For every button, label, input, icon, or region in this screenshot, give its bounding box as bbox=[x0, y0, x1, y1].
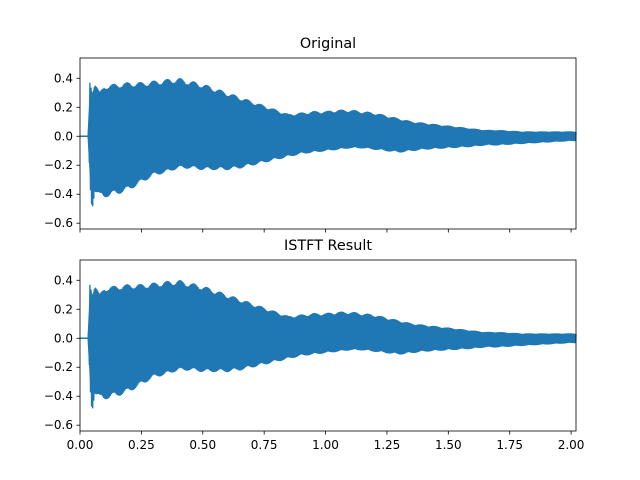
subplot-original: Original 0.4 0.2 0.0 −0.2 −0.4 −0.6 bbox=[44, 36, 577, 233]
waveform-envelope-original bbox=[80, 82, 576, 203]
x-tick-label: 0.00 bbox=[67, 438, 94, 452]
y-tick-label: 0.0 bbox=[54, 331, 73, 345]
x-tick-label: 1.50 bbox=[435, 438, 462, 452]
y-tick-label: 0.4 bbox=[54, 273, 73, 287]
y-tick-label: −0.4 bbox=[44, 187, 73, 201]
waveform-series-istft-result bbox=[79, 280, 577, 409]
y-ticks-istft-result: 0.4 0.2 0.0 −0.2 −0.4 −0.6 bbox=[44, 273, 80, 432]
axes-frame-istft-result bbox=[79, 259, 577, 432]
x-tick-label: 0.75 bbox=[251, 438, 278, 452]
waveform-line-istft-result bbox=[79, 280, 577, 409]
y-tick-label: 0.2 bbox=[54, 302, 73, 316]
x-tick-label: 0.50 bbox=[189, 438, 216, 452]
y-ticks-original: 0.4 0.2 0.0 −0.2 −0.4 −0.6 bbox=[44, 71, 80, 230]
waveform-line-original bbox=[79, 78, 577, 207]
y-tick-label: −0.2 bbox=[44, 158, 73, 172]
y-tick-label: −0.2 bbox=[44, 360, 73, 374]
y-tick-label: 0.4 bbox=[54, 71, 73, 85]
x-tick-label: 2.00 bbox=[558, 438, 585, 452]
axes-frame-original bbox=[79, 57, 577, 230]
x-tick-label: 1.75 bbox=[496, 438, 523, 452]
y-tick-label: −0.4 bbox=[44, 389, 73, 403]
x-tick-label: 1.25 bbox=[374, 438, 401, 452]
x-ticks-original bbox=[79, 229, 572, 233]
waveform-envelope-istft-result bbox=[80, 284, 576, 405]
x-tick-label: 0.25 bbox=[128, 438, 155, 452]
x-tick-label: 1.00 bbox=[312, 438, 339, 452]
subplot-title-istft-result: ISTFT Result bbox=[284, 238, 372, 254]
x-ticks-istft-result: 0.00 0.25 0.50 0.75 1.00 1.25 1.50 1.75 2.00 bbox=[67, 431, 585, 452]
y-tick-label: 0.2 bbox=[54, 100, 73, 114]
waveform-series-original bbox=[79, 78, 577, 207]
y-tick-label: −0.6 bbox=[44, 418, 73, 432]
subplot-title-original: Original bbox=[300, 36, 356, 52]
y-tick-label: 0.0 bbox=[54, 129, 73, 143]
y-tick-label: −0.6 bbox=[44, 216, 73, 230]
subplot-istft-result: ISTFT Result 0.00 0.25 0.50 0.75 1.00 1.25 1.5… bbox=[44, 238, 585, 452]
